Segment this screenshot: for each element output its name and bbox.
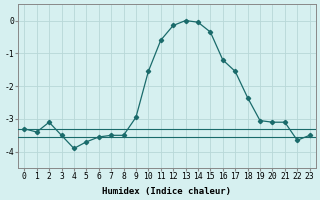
X-axis label: Humidex (Indice chaleur): Humidex (Indice chaleur) [102,187,231,196]
